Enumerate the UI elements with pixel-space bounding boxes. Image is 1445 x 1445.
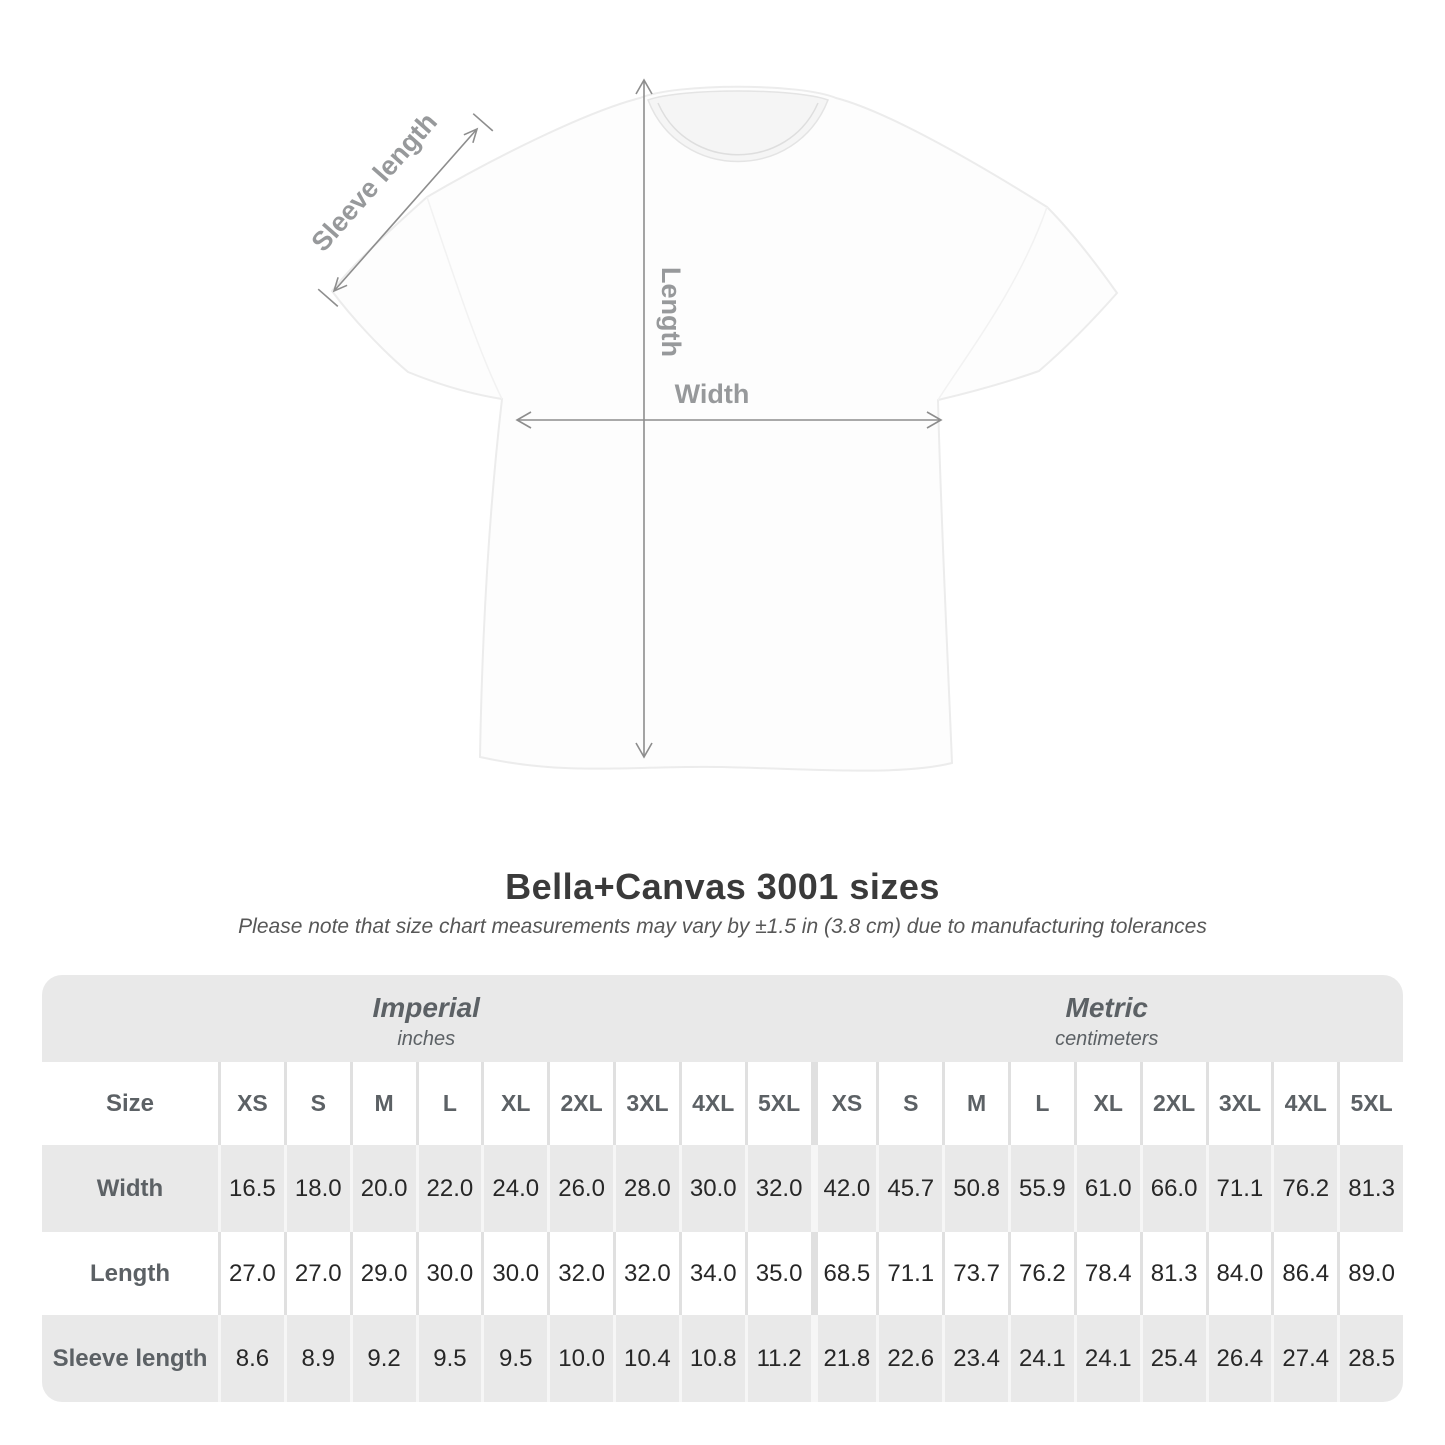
size-col-header-imperial-s: S: [283, 1062, 350, 1145]
size-col-header-imperial-5xl: 5XL: [744, 1062, 811, 1145]
size-col-header-metric-3xl: 3XL: [1205, 1062, 1272, 1145]
size-col-header-metric-s: S: [876, 1062, 943, 1145]
value-cell: 76.2: [1008, 1232, 1074, 1315]
page-subtitle: Please note that size chart measurements…: [238, 915, 1207, 938]
length-label: Length: [656, 267, 686, 357]
size-col-header-metric-xl: XL: [1073, 1062, 1140, 1145]
value-cell: 27.0: [218, 1232, 284, 1315]
value-cell: 27.4: [1271, 1315, 1338, 1402]
size-col-header-metric-5xl: 5XL: [1337, 1062, 1403, 1145]
value-cell: 9.2: [349, 1315, 416, 1402]
tshirt-measurement-diagram: Length Width Sleeve length: [305, 78, 1119, 772]
value-cell: 22.6: [876, 1315, 943, 1402]
size-col-header-imperial-4xl: 4XL: [678, 1062, 745, 1145]
value-cell: 35.0: [744, 1232, 811, 1315]
value-cell: 28.0: [613, 1145, 679, 1232]
value-cell: 27.0: [283, 1232, 350, 1315]
value-cell: 8.9: [283, 1315, 350, 1402]
value-cell: 24.1: [1008, 1315, 1074, 1402]
section-header-metric: Metric centimeters: [810, 975, 1403, 1062]
size-col-header-metric-m: M: [942, 1062, 1008, 1145]
value-cell: 8.6: [218, 1315, 284, 1402]
section-unit: inches: [397, 1028, 456, 1051]
value-cell: 78.4: [1073, 1232, 1140, 1315]
value-cell: 50.8: [942, 1145, 1008, 1232]
value-cell: 24.0: [481, 1145, 548, 1232]
length-dimension: [635, 78, 653, 759]
size-col-header-imperial-m: M: [349, 1062, 416, 1145]
value-cell: 28.5: [1337, 1315, 1403, 1402]
sleeve-dimension: [317, 113, 494, 308]
value-cell: 10.4: [613, 1315, 679, 1402]
right-sleeve-seam: [937, 206, 1048, 401]
section-unit: centimeters: [1055, 1028, 1159, 1051]
value-cell: 26.4: [1205, 1315, 1272, 1402]
size-col-header-imperial-xs: XS: [218, 1062, 284, 1145]
value-cell: 30.0: [415, 1232, 482, 1315]
value-cell: 34.0: [678, 1232, 745, 1315]
value-cell: 21.8: [810, 1315, 877, 1402]
value-cell: 10.0: [547, 1315, 613, 1402]
size-col-header-metric-xs: XS: [810, 1062, 877, 1145]
value-cell: 32.0: [613, 1232, 679, 1315]
width-label: Width: [675, 379, 750, 409]
value-cell: 30.0: [678, 1145, 745, 1232]
value-cell: 55.9: [1008, 1145, 1074, 1232]
collar-band: [647, 90, 829, 163]
value-cell: 76.2: [1271, 1145, 1338, 1232]
value-cell: 42.0: [810, 1145, 877, 1232]
value-cell: 84.0: [1205, 1232, 1272, 1315]
row-label-length: Length: [42, 1232, 218, 1315]
left-sleeve-seam: [426, 196, 503, 400]
value-cell: 68.5: [810, 1232, 877, 1315]
value-cell: 18.0: [283, 1145, 350, 1232]
value-cell: 25.4: [1139, 1315, 1206, 1402]
value-cell: 32.0: [744, 1145, 811, 1232]
size-row-header: Size: [42, 1062, 218, 1145]
value-cell: 22.0: [415, 1145, 482, 1232]
size-col-header-imperial-xl: XL: [481, 1062, 548, 1145]
row-label-width: Width: [42, 1145, 218, 1232]
value-cell: 23.4: [942, 1315, 1008, 1402]
value-cell: 9.5: [415, 1315, 482, 1402]
value-cell: 24.1: [1073, 1315, 1140, 1402]
value-cell: 11.2: [744, 1315, 811, 1402]
value-cell: 71.1: [1205, 1145, 1272, 1232]
value-cell: 30.0: [481, 1232, 548, 1315]
section-name: Metric: [1065, 991, 1148, 1023]
size-col-header-metric-2xl: 2XL: [1139, 1062, 1206, 1145]
value-cell: 81.3: [1337, 1145, 1403, 1232]
section-name: Imperial: [372, 991, 480, 1023]
size-col-header-metric-l: L: [1008, 1062, 1074, 1145]
value-cell: 9.5: [481, 1315, 548, 1402]
value-cell: 16.5: [218, 1145, 284, 1232]
value-cell: 89.0: [1337, 1232, 1403, 1315]
section-header-imperial: Imperial inches: [42, 975, 811, 1062]
value-cell: 73.7: [942, 1232, 1008, 1315]
value-cell: 61.0: [1073, 1145, 1140, 1232]
size-col-header-metric-4xl: 4XL: [1271, 1062, 1338, 1145]
page-title: Bella+Canvas 3001 sizes: [505, 866, 940, 907]
value-cell: 81.3: [1139, 1232, 1206, 1315]
value-cell: 71.1: [876, 1232, 943, 1315]
value-cell: 26.0: [547, 1145, 613, 1232]
size-col-header-imperial-3xl: 3XL: [613, 1062, 679, 1145]
tshirt-body: [330, 85, 1119, 772]
value-cell: 29.0: [349, 1232, 416, 1315]
value-cell: 45.7: [876, 1145, 943, 1232]
value-cell: 32.0: [547, 1232, 613, 1315]
value-cell: 20.0: [349, 1145, 416, 1232]
size-col-header-imperial-2xl: 2XL: [547, 1062, 613, 1145]
row-label-sleeve-length: Sleeve length: [42, 1315, 218, 1402]
value-cell: 66.0: [1139, 1145, 1206, 1232]
size-table-grid: Imperial inches Metric centimeters Size XS S M L…: [42, 975, 1403, 1402]
value-cell: 10.8: [678, 1315, 745, 1402]
size-col-header-imperial-l: L: [415, 1062, 482, 1145]
width-dimension: [515, 411, 943, 429]
value-cell: 86.4: [1271, 1232, 1338, 1315]
collar-inner-line: [657, 102, 819, 156]
